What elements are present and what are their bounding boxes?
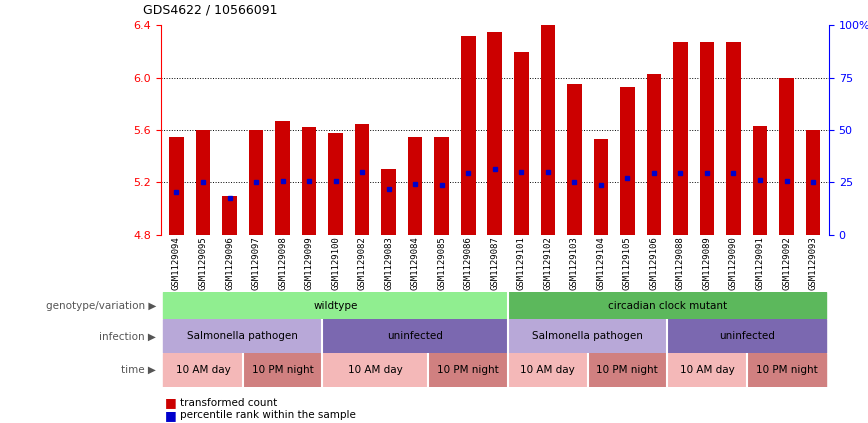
Bar bbox=[727, 42, 740, 235]
Bar bbox=[488, 32, 502, 235]
Bar bbox=[169, 137, 184, 235]
Text: GSM1129100: GSM1129100 bbox=[331, 236, 340, 290]
Bar bbox=[567, 84, 582, 235]
Text: GSM1129092: GSM1129092 bbox=[782, 236, 791, 290]
Text: GSM1129095: GSM1129095 bbox=[199, 236, 207, 290]
Bar bbox=[806, 130, 820, 235]
Text: GSM1129103: GSM1129103 bbox=[569, 236, 579, 290]
Bar bbox=[243, 353, 322, 387]
Bar bbox=[322, 353, 429, 387]
Bar bbox=[746, 353, 826, 387]
Text: GSM1129088: GSM1129088 bbox=[676, 236, 685, 290]
Text: GSM1129083: GSM1129083 bbox=[385, 236, 393, 290]
Bar bbox=[620, 87, 635, 235]
Text: GSM1129087: GSM1129087 bbox=[490, 236, 499, 290]
Text: GSM1129101: GSM1129101 bbox=[516, 236, 526, 290]
Bar bbox=[508, 292, 826, 319]
Text: GSM1129090: GSM1129090 bbox=[729, 236, 738, 290]
Text: 10 PM night: 10 PM night bbox=[252, 365, 313, 375]
Text: 10 AM day: 10 AM day bbox=[175, 365, 230, 375]
Bar bbox=[461, 36, 476, 235]
Text: GSM1129093: GSM1129093 bbox=[808, 236, 818, 290]
Text: 10 AM day: 10 AM day bbox=[521, 365, 575, 375]
Bar bbox=[588, 353, 667, 387]
Text: GSM1129098: GSM1129098 bbox=[278, 236, 287, 290]
Bar bbox=[302, 127, 317, 235]
Bar bbox=[328, 133, 343, 235]
Text: GSM1129099: GSM1129099 bbox=[305, 236, 313, 290]
Bar bbox=[667, 353, 746, 387]
Bar bbox=[355, 124, 370, 235]
Text: 10 PM night: 10 PM night bbox=[437, 365, 499, 375]
Text: GSM1129105: GSM1129105 bbox=[623, 236, 632, 290]
Bar bbox=[275, 121, 290, 235]
Text: time ▶: time ▶ bbox=[122, 365, 156, 375]
Text: 10 PM night: 10 PM night bbox=[596, 365, 658, 375]
Bar bbox=[163, 292, 508, 319]
Text: GSM1129104: GSM1129104 bbox=[596, 236, 605, 290]
Text: Salmonella pathogen: Salmonella pathogen bbox=[532, 331, 643, 341]
Text: GSM1129082: GSM1129082 bbox=[358, 236, 366, 290]
Text: uninfected: uninfected bbox=[719, 331, 774, 341]
Bar bbox=[195, 130, 210, 235]
Text: ■: ■ bbox=[165, 409, 177, 422]
Bar bbox=[408, 137, 423, 235]
Text: circadian clock mutant: circadian clock mutant bbox=[608, 301, 727, 310]
Text: transformed count: transformed count bbox=[180, 398, 277, 408]
Text: uninfected: uninfected bbox=[387, 331, 444, 341]
Bar bbox=[163, 353, 243, 387]
Bar bbox=[163, 319, 322, 353]
Bar bbox=[429, 353, 508, 387]
Text: ■: ■ bbox=[165, 396, 177, 409]
Text: GSM1129084: GSM1129084 bbox=[411, 236, 420, 290]
Text: GSM1129097: GSM1129097 bbox=[252, 236, 260, 290]
Bar bbox=[514, 52, 529, 235]
Text: 10 AM day: 10 AM day bbox=[680, 365, 734, 375]
Text: GSM1129106: GSM1129106 bbox=[649, 236, 659, 290]
Bar bbox=[541, 25, 556, 235]
Bar bbox=[508, 353, 588, 387]
Text: 10 AM day: 10 AM day bbox=[348, 365, 403, 375]
Text: Salmonella pathogen: Salmonella pathogen bbox=[187, 331, 299, 341]
Bar bbox=[673, 42, 687, 235]
Bar bbox=[700, 42, 714, 235]
Bar bbox=[753, 126, 767, 235]
Bar bbox=[222, 195, 237, 235]
Text: GDS4622 / 10566091: GDS4622 / 10566091 bbox=[143, 4, 278, 17]
Bar bbox=[249, 130, 263, 235]
Text: GSM1129091: GSM1129091 bbox=[755, 236, 765, 290]
Text: GSM1129094: GSM1129094 bbox=[172, 236, 181, 290]
Bar bbox=[647, 74, 661, 235]
Bar bbox=[667, 319, 826, 353]
Bar bbox=[594, 139, 608, 235]
Text: 10 PM night: 10 PM night bbox=[756, 365, 818, 375]
Bar bbox=[779, 78, 794, 235]
Text: wildtype: wildtype bbox=[313, 301, 358, 310]
Text: genotype/variation ▶: genotype/variation ▶ bbox=[46, 301, 156, 310]
Bar bbox=[508, 319, 667, 353]
Text: GSM1129086: GSM1129086 bbox=[464, 236, 473, 290]
Text: GSM1129096: GSM1129096 bbox=[225, 236, 234, 290]
Text: GSM1129102: GSM1129102 bbox=[543, 236, 552, 290]
Bar bbox=[434, 137, 449, 235]
Text: infection ▶: infection ▶ bbox=[99, 331, 156, 341]
Text: GSM1129089: GSM1129089 bbox=[702, 236, 712, 290]
Text: GSM1129085: GSM1129085 bbox=[437, 236, 446, 290]
Bar bbox=[322, 319, 508, 353]
Text: percentile rank within the sample: percentile rank within the sample bbox=[180, 410, 356, 420]
Bar bbox=[381, 169, 396, 235]
